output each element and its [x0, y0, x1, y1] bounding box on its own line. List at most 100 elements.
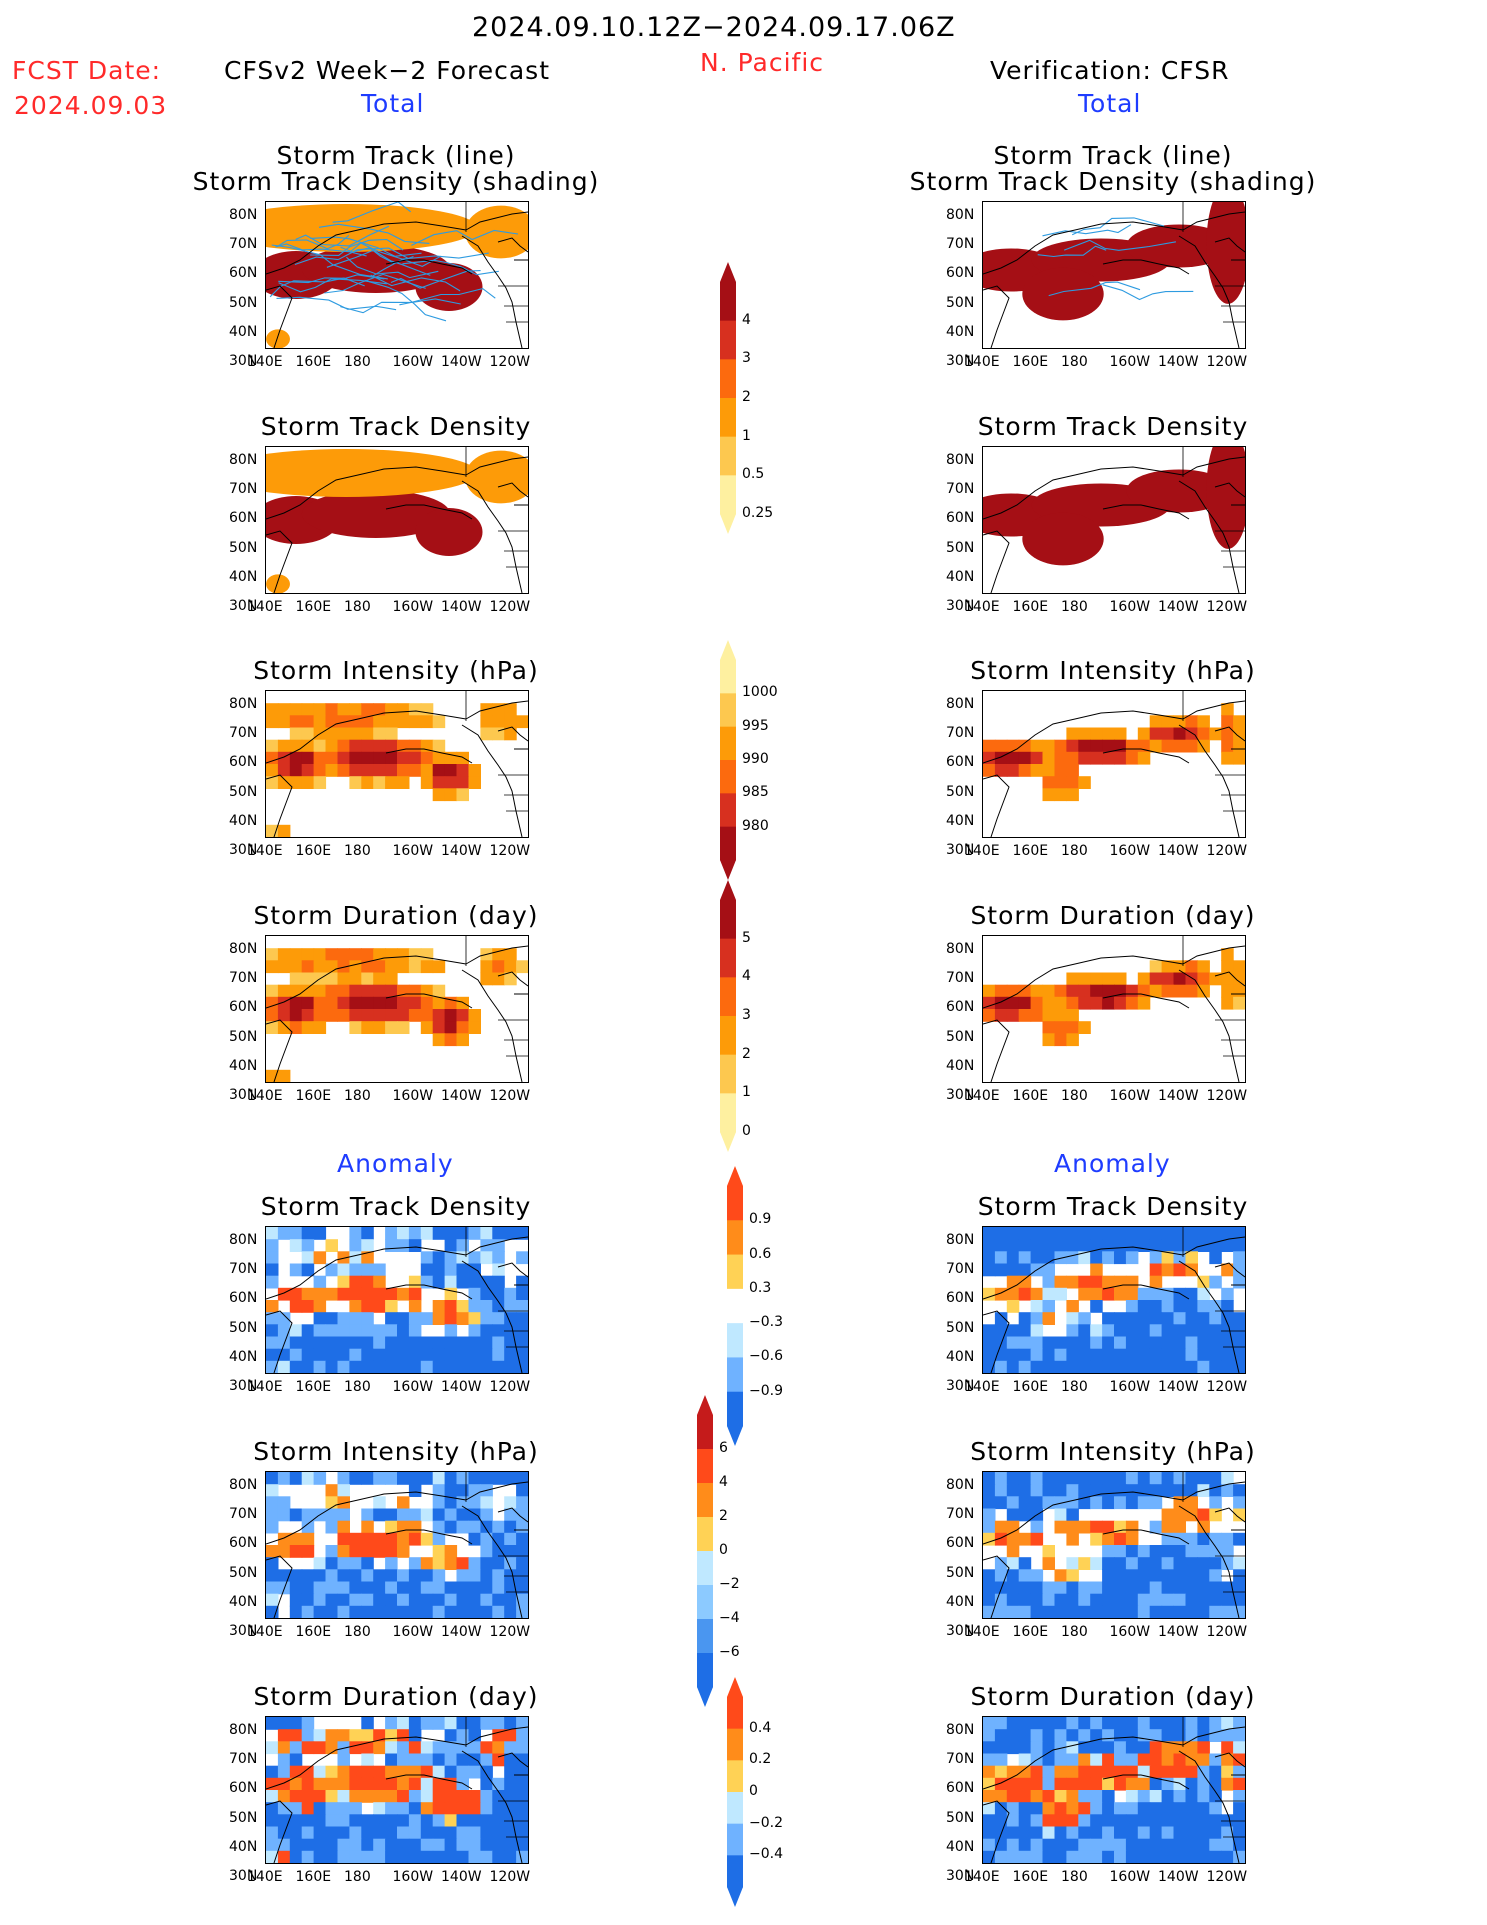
grid-cell — [504, 1826, 517, 1840]
grid-cell — [1125, 751, 1139, 765]
grid-cell — [1161, 1545, 1175, 1558]
grid-cell — [432, 1033, 446, 1047]
lat-tick: 30N — [946, 598, 975, 614]
grid-cell — [456, 764, 469, 777]
grid-cell — [994, 1850, 1008, 1863]
grid-cell — [1102, 1729, 1115, 1742]
grid-cell — [289, 1593, 303, 1607]
grid-cell — [1125, 1275, 1139, 1289]
grid-cell — [1114, 1484, 1127, 1497]
grid-cell — [266, 1850, 279, 1863]
grid-cell — [301, 1593, 315, 1607]
lat-tick: 70N — [946, 1506, 975, 1523]
coastline — [465, 456, 528, 476]
grid-cell — [492, 1532, 505, 1546]
grid-cell — [301, 776, 315, 789]
grid-cell — [1054, 1360, 1067, 1373]
coastline — [497, 1262, 528, 1278]
grid-cell — [1125, 1520, 1139, 1534]
grid-cell — [1054, 1484, 1067, 1497]
grid-cell — [1125, 1593, 1139, 1607]
grid-cell — [420, 1850, 434, 1863]
grid-cell — [266, 1838, 279, 1852]
lat-tick: 40N — [946, 1348, 975, 1365]
colorbar-label: 0 — [742, 1123, 751, 1139]
grid-cell — [289, 1227, 303, 1240]
grid-cell — [1030, 1593, 1044, 1607]
grid-cell — [1030, 1569, 1044, 1583]
grid-cell — [468, 1472, 481, 1485]
grid-cell — [432, 1520, 446, 1534]
grid-cell — [1149, 1826, 1163, 1840]
grid-cell — [480, 727, 493, 741]
grid-cell — [373, 703, 386, 716]
grid-cell — [1054, 1336, 1067, 1350]
grid-cell — [1161, 972, 1175, 986]
grid-cell — [983, 1496, 996, 1510]
grid-cell — [504, 1360, 517, 1373]
grid-cell — [1066, 1814, 1079, 1828]
lat-tick: 40N — [229, 1838, 258, 1855]
coastline — [497, 1752, 528, 1768]
grid-cell — [1006, 1251, 1020, 1265]
lat-tick: 80N — [946, 1477, 975, 1493]
lat-tick: 80N — [229, 1232, 258, 1248]
grid-cell — [301, 739, 315, 753]
grid-cell — [325, 1545, 338, 1558]
grid-cell — [373, 1508, 386, 1522]
grid-cell — [1221, 1545, 1234, 1558]
colorbar-arrow-top — [720, 880, 736, 900]
grid-cell — [1114, 1227, 1127, 1240]
coastline — [385, 1284, 473, 1300]
grid-cell — [1006, 1802, 1020, 1815]
grid-cell — [1221, 1777, 1234, 1791]
grid-cell — [301, 1348, 315, 1362]
lat-tick: 80N — [946, 941, 975, 957]
grid-cell — [1066, 1227, 1079, 1240]
grid-cell — [349, 1729, 362, 1742]
grid-cell — [1102, 1360, 1115, 1373]
grid-cell — [504, 1472, 517, 1485]
grid-cell — [1030, 1850, 1044, 1863]
grid-cell — [1233, 1557, 1245, 1570]
grid-cell — [1030, 1227, 1044, 1240]
lat-tick: 60N — [229, 265, 258, 282]
grid-cell — [983, 1472, 996, 1485]
grid-cell — [456, 1033, 469, 1047]
grid-cell — [1018, 1741, 1032, 1755]
vr-density-map — [983, 447, 1245, 593]
grid-cell — [349, 1472, 362, 1485]
grid-cell — [1006, 1263, 1020, 1277]
grid-cell — [456, 1021, 469, 1034]
grid-cell — [1173, 984, 1186, 998]
grid-cell — [1221, 1239, 1234, 1252]
grid-cell — [1090, 1360, 1103, 1373]
grid-cell — [1137, 1717, 1151, 1730]
grid-cell — [1042, 751, 1055, 765]
grid-cell — [1102, 1790, 1115, 1803]
grid-cell — [983, 1850, 996, 1863]
storm-track-line — [276, 234, 350, 250]
grid-cell — [397, 1593, 410, 1607]
grid-cell — [1066, 1532, 1079, 1546]
grid-cell — [361, 1021, 374, 1034]
grid-cell — [385, 1300, 398, 1313]
colorbar-segment — [727, 1697, 743, 1730]
grid-cell — [994, 1729, 1008, 1742]
grid-cell — [983, 1753, 996, 1767]
grid-cell — [1078, 996, 1091, 1010]
grid-cell — [432, 715, 446, 729]
coastline — [1182, 1236, 1245, 1256]
grid-cell — [420, 1790, 434, 1803]
grid-cell — [325, 1593, 338, 1607]
colorbar-label: 2 — [742, 389, 751, 405]
grid-cell — [1161, 1790, 1175, 1803]
grid-cell — [516, 1312, 528, 1325]
grid-cell — [266, 764, 279, 777]
grid-cell — [492, 1802, 505, 1815]
grid-cell — [456, 1496, 469, 1510]
grid-cell — [516, 1520, 528, 1534]
grid-cell — [480, 1336, 493, 1350]
grid-cell — [516, 1300, 528, 1313]
grid-cell — [1173, 1287, 1186, 1301]
